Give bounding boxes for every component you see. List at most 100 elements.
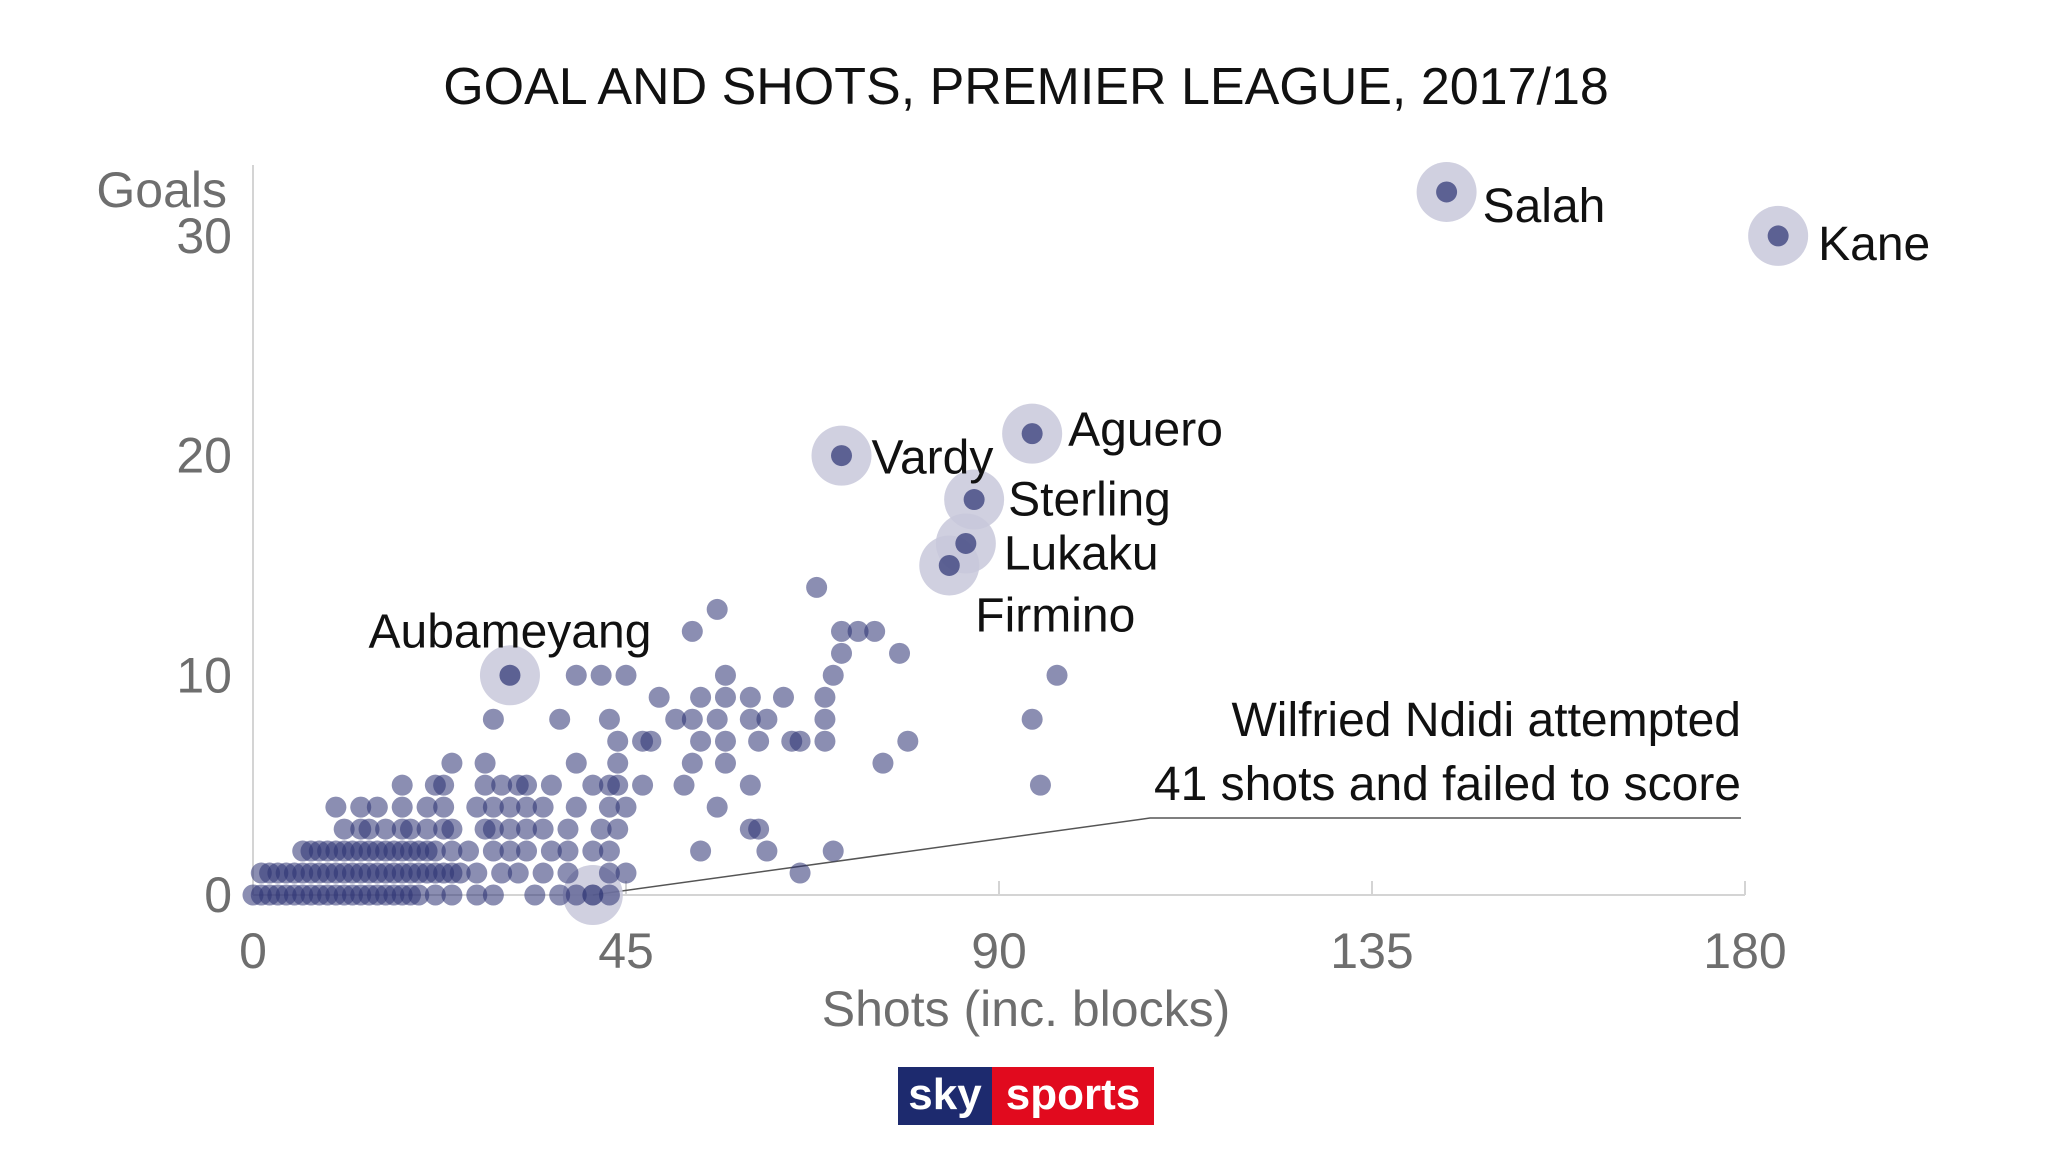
highlight-point — [955, 532, 977, 554]
data-point — [607, 730, 629, 752]
data-point — [598, 840, 620, 862]
data-point — [565, 884, 587, 906]
data-point — [889, 642, 911, 664]
x-tick-label: 45 — [598, 923, 654, 979]
highlight-point — [963, 489, 985, 511]
data-point — [408, 884, 430, 906]
x-tick-label: 90 — [971, 923, 1027, 979]
data-point — [549, 708, 571, 730]
data-point — [897, 730, 919, 752]
data-point — [466, 862, 488, 884]
data-point — [632, 774, 654, 796]
x-ticks: 0 45 90 135 180 — [239, 881, 1787, 979]
data-point — [532, 796, 554, 818]
y-tick-label: 30 — [176, 208, 232, 264]
sky-sports-logo: sky sports — [898, 1067, 1154, 1125]
data-point — [748, 818, 770, 840]
data-point — [706, 598, 728, 620]
x-tick-label: 180 — [1703, 923, 1786, 979]
annotation-leader-line — [592, 817, 1741, 896]
data-point — [375, 818, 397, 840]
data-point — [441, 884, 463, 906]
data-point — [822, 664, 844, 686]
x-axis-label: Shots (inc. blocks) — [822, 981, 1230, 1037]
data-point — [532, 862, 554, 884]
y-tick-label: 20 — [176, 428, 232, 484]
data-point — [491, 862, 513, 884]
data-point — [615, 862, 637, 884]
data-point — [491, 774, 513, 796]
chart-title: GOAL AND SHOTS, PREMIER LEAGUE, 2017/18 — [443, 58, 1609, 116]
scatter-points — [242, 181, 1789, 906]
data-point — [466, 796, 488, 818]
annotation-text-line-1: Wilfried Ndidi attempted — [1231, 694, 1741, 747]
data-point — [615, 664, 637, 686]
data-point — [482, 818, 504, 840]
data-point — [424, 884, 446, 906]
data-point — [565, 664, 587, 686]
data-point — [714, 664, 736, 686]
data-point — [814, 708, 836, 730]
annotation: Wilfried Ndidi attempted 41 shots and fa… — [592, 694, 1741, 896]
data-point — [806, 576, 828, 598]
data-point — [706, 708, 728, 730]
data-point — [524, 884, 546, 906]
data-point — [681, 620, 703, 642]
data-point — [557, 840, 579, 862]
data-point — [714, 686, 736, 708]
data-point — [598, 884, 620, 906]
data-point — [516, 796, 538, 818]
data-point — [598, 708, 620, 730]
data-point — [607, 818, 629, 840]
data-point — [458, 840, 480, 862]
data-point — [607, 752, 629, 774]
sports-logo-text: sports — [1006, 1070, 1140, 1119]
data-point — [681, 708, 703, 730]
highlight-point — [1021, 423, 1043, 445]
data-point — [706, 796, 728, 818]
data-point — [814, 686, 836, 708]
data-point — [333, 818, 355, 840]
data-point — [690, 686, 712, 708]
data-point — [1046, 664, 1068, 686]
data-point — [507, 862, 529, 884]
data-point — [582, 774, 604, 796]
player-label: Salah — [1483, 180, 1606, 233]
player-label: Vardy — [872, 432, 994, 485]
data-point — [739, 686, 761, 708]
data-point — [615, 796, 637, 818]
data-point — [789, 730, 811, 752]
data-point — [474, 752, 496, 774]
data-point — [557, 818, 579, 840]
data-point — [350, 796, 372, 818]
data-point — [831, 620, 853, 642]
player-label: Sterling — [1008, 474, 1171, 527]
data-point — [565, 752, 587, 774]
data-point — [582, 840, 604, 862]
data-point — [690, 840, 712, 862]
data-point — [590, 664, 612, 686]
data-point — [1029, 774, 1051, 796]
data-point — [557, 862, 579, 884]
data-point — [607, 774, 629, 796]
data-point — [739, 708, 761, 730]
data-point — [358, 818, 380, 840]
data-point — [391, 774, 413, 796]
data-point — [424, 840, 446, 862]
data-point — [516, 774, 538, 796]
data-point — [499, 818, 521, 840]
highlight-point — [938, 554, 960, 576]
player-label: Kane — [1818, 218, 1930, 271]
highlight-point — [1767, 225, 1789, 247]
data-point — [474, 774, 496, 796]
data-point — [1021, 708, 1043, 730]
data-point — [532, 818, 554, 840]
data-point — [482, 884, 504, 906]
data-point — [441, 840, 463, 862]
player-label: Aubameyang — [369, 605, 652, 658]
data-point — [872, 752, 894, 774]
data-point — [540, 774, 562, 796]
data-point — [449, 862, 471, 884]
